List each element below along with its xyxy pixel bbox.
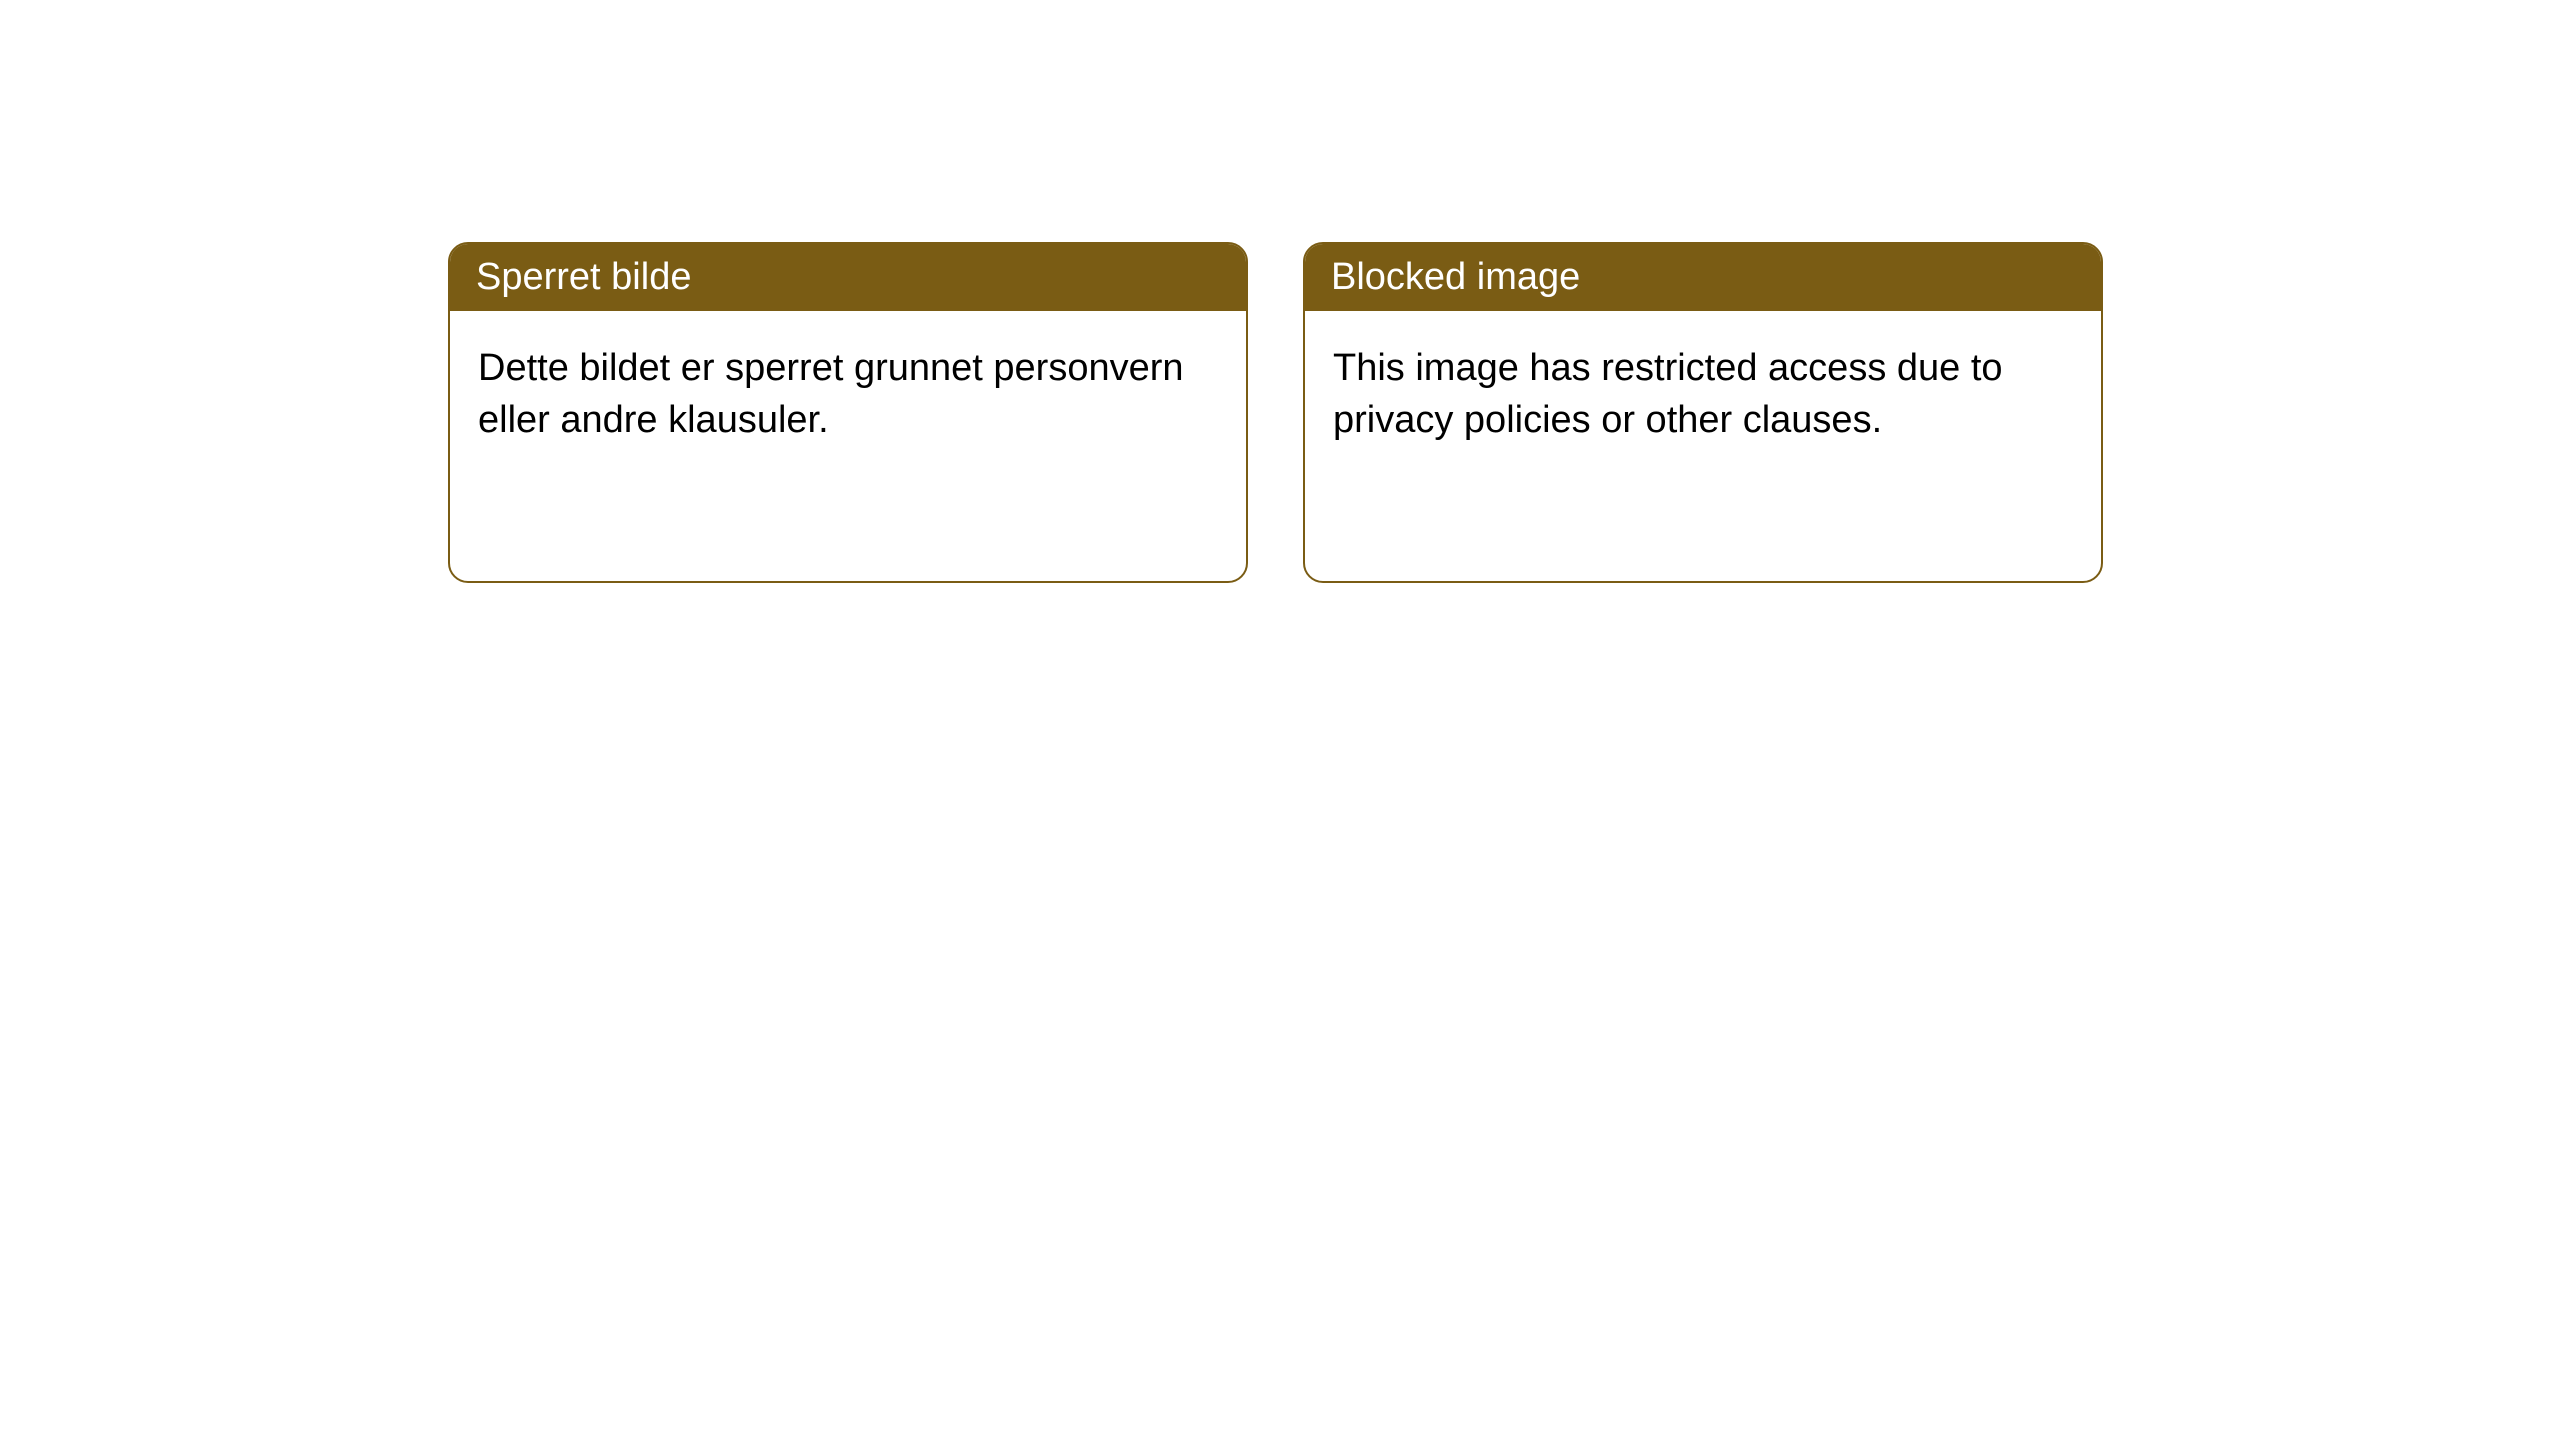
- notice-card-no: Sperret bilde Dette bildet er sperret gr…: [448, 242, 1248, 583]
- notice-card-en: Blocked image This image has restricted …: [1303, 242, 2103, 583]
- card-header-text: Sperret bilde: [476, 256, 691, 298]
- card-body-text: This image has restricted access due to …: [1333, 347, 2003, 441]
- card-header: Blocked image: [1305, 244, 2101, 311]
- card-body: This image has restricted access due to …: [1305, 311, 2101, 581]
- card-body-text: Dette bildet er sperret grunnet personve…: [478, 347, 1184, 441]
- card-header-text: Blocked image: [1331, 256, 1580, 298]
- notice-container: Sperret bilde Dette bildet er sperret gr…: [0, 0, 2560, 583]
- card-header: Sperret bilde: [450, 244, 1246, 311]
- card-body: Dette bildet er sperret grunnet personve…: [450, 311, 1246, 581]
